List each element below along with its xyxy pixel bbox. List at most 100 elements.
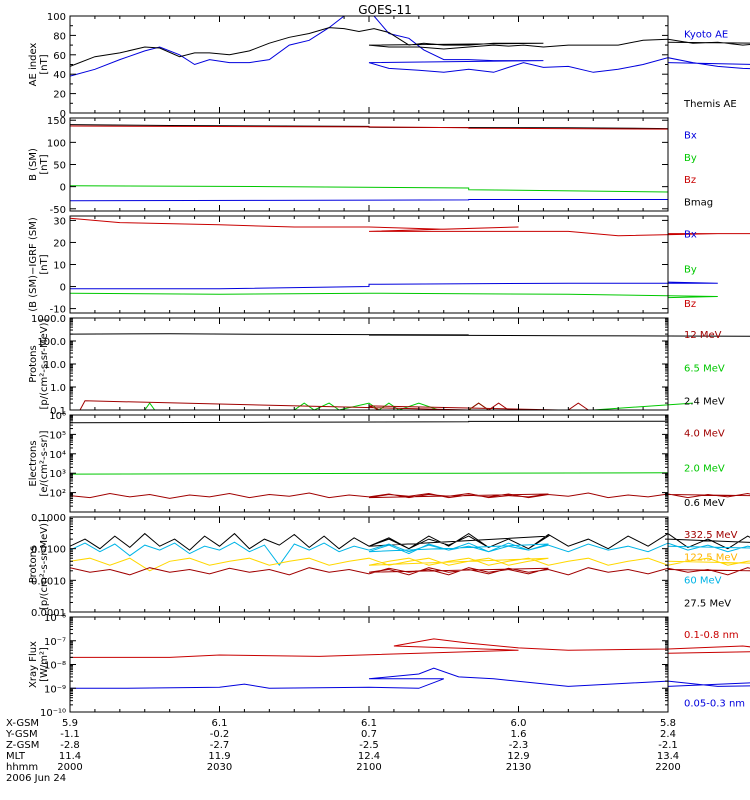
panel-6: 0.0001 0.0010 0.0100 0.1000 Protons [p/(cm²-s…	[28, 513, 750, 619]
x-axis-value: 2030	[207, 762, 232, 773]
legend-label: 27.5 MeV	[684, 598, 731, 609]
x-axis-table: X-GSM 5.9 6.1 6.1 6.0 5.8 Y-GSM -1.1 -0.2 0.7 1.6 2…	[5, 718, 681, 784]
y-tick-label: 100	[47, 138, 66, 149]
y-tick-label: 10⁻⁶	[44, 613, 66, 624]
x-axis-value: -2.3	[509, 740, 529, 751]
series-line-4-0-mev	[69, 492, 750, 499]
legend-label: Bmag	[684, 197, 713, 208]
x-axis-value: 12.4	[358, 751, 380, 762]
series-line-2-0-mev	[69, 472, 669, 475]
series-line-2-4-mev	[69, 333, 750, 337]
y-axis-label: [p/(cm²-s-sr-MeV)]	[39, 318, 50, 409]
y-tick-label: 0	[60, 183, 66, 194]
series-line-27-5-mev	[69, 532, 750, 551]
y-axis-label: AE index	[28, 43, 39, 87]
series-line-bx	[70, 281, 718, 290]
y-axis-label: [p/(cm²-s-sr-MeV)]	[39, 519, 50, 610]
x-axis-row-label: hhmm	[6, 762, 38, 773]
y-tick-label: 10⁻¹⁰	[40, 708, 66, 719]
y-axis-label: [nT]	[39, 54, 50, 74]
y-tick-label: 10⁴	[49, 450, 66, 461]
y-tick-label: 0	[60, 283, 66, 294]
y-axis-label: Xray Flux	[28, 641, 39, 688]
series-line-60-mev	[69, 541, 750, 567]
y-tick-label: 1.0	[50, 383, 66, 394]
legend-label: 6.5 MeV	[684, 363, 725, 374]
panel-3: -10 0 10 20 30 (B (SM)−IGRF (SM) [nT] Bx By Bz	[28, 215, 750, 316]
panel-1: 0 20 40 60 80 100 AE index [nT] Kyoto AE Themis A…	[28, 12, 750, 120]
x-axis-value: 2130	[506, 762, 531, 773]
panel-frame	[69, 117, 669, 212]
y-tick-label: 1000.0	[31, 314, 66, 325]
legend-label: Themis AE	[683, 99, 737, 110]
legend-label: 0.6 MeV	[684, 498, 725, 509]
legend-label: 4.0 MeV	[684, 428, 725, 439]
legend-label: 0.1-0.8 nm	[684, 630, 739, 641]
panel-frame	[69, 616, 669, 713]
y-tick-label: 0.0001	[31, 608, 66, 619]
series-line-bx	[69, 199, 669, 202]
series-line-by	[69, 292, 718, 299]
x-axis-value: 2100	[356, 762, 381, 773]
y-axis-label: [nT]	[39, 154, 50, 174]
x-axis-row-label: Z-GSM	[6, 740, 39, 751]
x-axis-value: -2.1	[658, 740, 678, 751]
x-axis-value: 13.4	[657, 751, 679, 762]
y-tick-label: 0.0010	[31, 576, 66, 587]
y-axis-label: [e/(cm²-s-sr)]	[39, 430, 50, 496]
y-tick-label: 0.1	[50, 406, 66, 417]
x-axis-value: 2200	[655, 762, 680, 773]
series-line-kyoto-ae	[69, 15, 750, 77]
y-axis-label: (B (SM)−IGRF (SM)	[28, 217, 39, 312]
legend-label: 2.0 MeV	[684, 463, 725, 474]
legend-label: Bx	[684, 130, 697, 141]
legend-label: Bx	[684, 229, 697, 240]
panel-frame	[69, 15, 669, 114]
y-axis-label: [nT]	[39, 254, 50, 274]
series-line-12-mev	[79, 400, 589, 411]
x-axis-value: 11.9	[208, 751, 230, 762]
y-tick-label: 10⁻⁸	[44, 661, 66, 672]
x-axis-value: 5.9	[62, 718, 78, 729]
x-axis-value: 0.7	[361, 729, 377, 740]
legend-label: 0.05-0.3 nm	[684, 698, 745, 709]
y-tick-label: 30	[53, 216, 66, 227]
legend-label: By	[684, 153, 697, 164]
x-axis-value: 6.1	[212, 718, 228, 729]
y-axis-label: Protons	[28, 546, 39, 583]
y-tick-label: 10.0	[44, 360, 66, 371]
y-tick-label: -10	[50, 305, 66, 316]
legend-label: Bz	[684, 299, 696, 310]
y-axis-label: Protons	[28, 345, 39, 382]
plot-title: GOES-11	[358, 3, 412, 17]
y-tick-label: -50	[50, 205, 66, 216]
x-axis-value: 6.1	[361, 718, 377, 729]
y-tick-label: 0.1000	[31, 513, 66, 524]
panel-5: 10² 10³ 10⁴ 10⁵ 10⁶ Electrons [e/(cm²-s-sr)] 4.…	[28, 411, 750, 513]
y-tick-label: 100	[47, 12, 66, 23]
legend-label: By	[684, 264, 697, 275]
y-tick-label: 80	[53, 31, 66, 42]
x-axis-value: 5.8	[660, 718, 676, 729]
x-axis-value: 11.4	[59, 751, 81, 762]
x-axis-value: 12.9	[507, 751, 529, 762]
panel-frame	[69, 317, 669, 411]
x-axis-value: -1.1	[60, 729, 80, 740]
y-axis-label: [W/m²]	[39, 647, 50, 682]
y-tick-label: 0	[60, 109, 66, 120]
y-axis-label: Electrons	[28, 440, 39, 486]
series-line-0-6-mev	[69, 420, 669, 424]
date-label: 2006 Jun 24	[6, 773, 66, 784]
y-tick-label: 10⁵	[49, 430, 66, 441]
x-axis-value: 2.4	[660, 729, 676, 740]
y-tick-label: 20	[53, 238, 66, 249]
legend-label: 12 MeV	[684, 330, 722, 341]
y-tick-label: 10⁻⁹	[44, 684, 66, 695]
panel-4: 0.1 1.0 10.0 100.0 1000.0 Protons [p/(cm²-s-sr…	[28, 314, 750, 417]
x-axis-row-label: X-GSM	[6, 718, 39, 729]
legend-label: Kyoto AE	[684, 29, 728, 40]
y-tick-label: 10	[53, 261, 66, 272]
y-axis-label: B (SM)	[28, 148, 39, 181]
